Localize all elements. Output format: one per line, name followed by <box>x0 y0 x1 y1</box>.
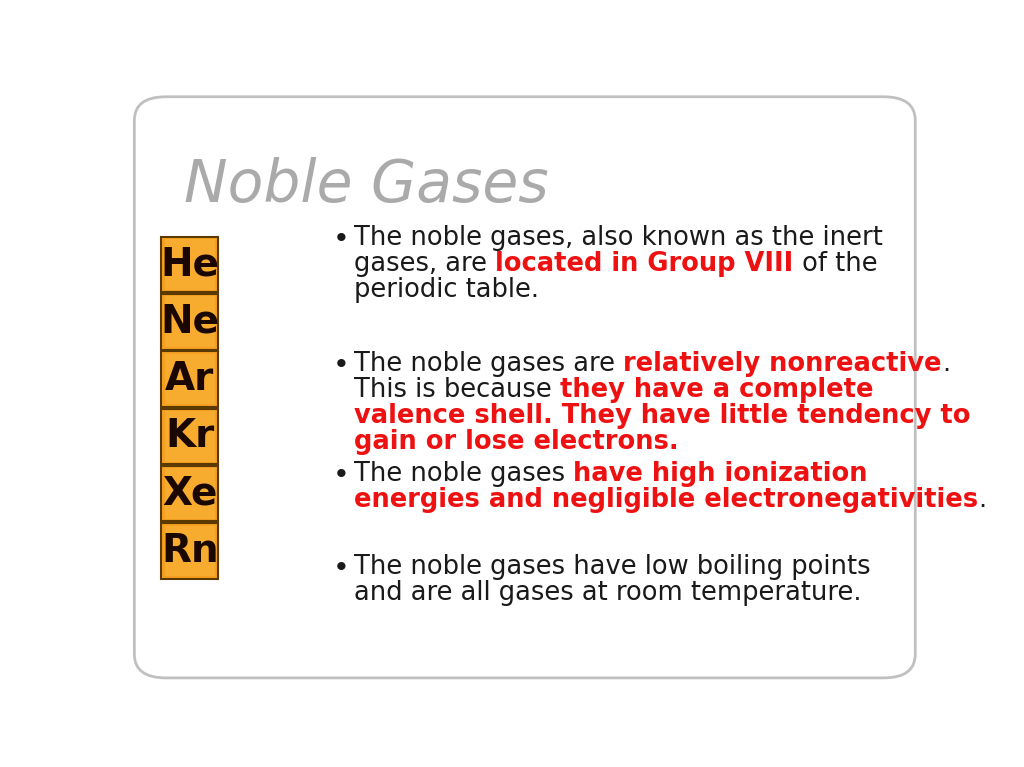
Text: The noble gases have low boiling points: The noble gases have low boiling points <box>354 554 870 580</box>
Text: gases, are: gases, are <box>354 251 496 277</box>
Text: of the: of the <box>794 251 878 277</box>
Bar <box>165 525 215 576</box>
Text: Ne: Ne <box>161 303 219 341</box>
Bar <box>162 466 218 522</box>
Bar <box>165 354 215 404</box>
Text: Ar: Ar <box>165 360 214 398</box>
Bar <box>162 523 218 578</box>
Text: valence shell. They have little tendency to: valence shell. They have little tendency… <box>354 403 971 429</box>
Bar <box>162 294 218 350</box>
Text: •: • <box>333 351 349 379</box>
Bar <box>162 351 218 407</box>
Text: The noble gases are: The noble gases are <box>354 351 624 377</box>
Text: .: . <box>978 487 986 513</box>
Text: have high ionization: have high ionization <box>573 461 868 487</box>
Text: Noble Gases: Noble Gases <box>183 157 548 214</box>
Bar <box>162 237 218 292</box>
Bar <box>165 468 215 519</box>
Text: Kr: Kr <box>165 417 214 456</box>
Text: periodic table.: periodic table. <box>354 277 540 303</box>
Text: gain or lose electrons.: gain or lose electrons. <box>354 429 679 455</box>
Text: relatively nonreactive: relatively nonreactive <box>624 351 942 377</box>
Bar <box>162 409 218 464</box>
Text: located in Group VIII: located in Group VIII <box>496 251 794 277</box>
Text: He: He <box>161 245 219 284</box>
Text: Xe: Xe <box>162 475 217 512</box>
FancyBboxPatch shape <box>134 97 915 678</box>
Bar <box>165 411 215 462</box>
Bar <box>165 239 215 290</box>
Text: •: • <box>333 461 349 489</box>
Text: Rn: Rn <box>161 532 219 570</box>
Text: The noble gases: The noble gases <box>354 461 573 487</box>
Bar <box>165 296 215 347</box>
Text: .: . <box>942 351 950 377</box>
Text: •: • <box>333 225 349 253</box>
Text: they have a complete: they have a complete <box>560 377 873 403</box>
Text: •: • <box>333 554 349 582</box>
Text: and are all gases at room temperature.: and are all gases at room temperature. <box>354 580 861 606</box>
Text: energies and negligible electronegativities: energies and negligible electronegativit… <box>354 487 978 513</box>
Text: The noble gases, also known as the inert: The noble gases, also known as the inert <box>354 225 883 251</box>
Text: This is because: This is because <box>354 377 560 403</box>
